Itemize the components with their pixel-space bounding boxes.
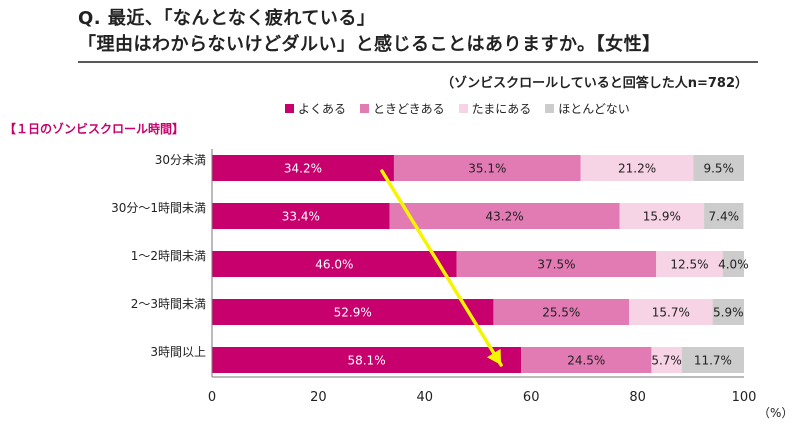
category-label: 3時間以上 bbox=[150, 345, 206, 359]
x-tick-label: 60 bbox=[523, 390, 540, 405]
category-label: 1〜2時間未満 bbox=[131, 249, 206, 263]
data-label: 34.2% bbox=[284, 162, 322, 176]
bar-segment bbox=[389, 203, 620, 229]
bar-segment bbox=[212, 299, 494, 325]
trend-arrow-head bbox=[486, 348, 502, 365]
bar-segment bbox=[651, 347, 682, 373]
bar-segment bbox=[393, 155, 581, 181]
bar-segment bbox=[712, 299, 744, 325]
bar-segment bbox=[704, 203, 744, 229]
x-tick-label: 40 bbox=[417, 390, 434, 405]
data-label: 21.2% bbox=[618, 162, 656, 176]
legend-label: よくある bbox=[298, 102, 347, 116]
data-label: 58.1% bbox=[347, 354, 385, 368]
title-line-2: 「理由はわからないけどダルい」と感じることはありますか。【女性】 bbox=[78, 34, 661, 55]
bar-segment bbox=[493, 299, 630, 325]
trend-arrow bbox=[380, 169, 503, 367]
data-label: 15.9% bbox=[643, 210, 681, 224]
data-label: 12.5% bbox=[670, 258, 708, 272]
chart-title: Q. 最近、「なんとなく疲れている」 「理由はわからないけどダルい」と感じること… bbox=[78, 6, 778, 63]
data-label: 35.1% bbox=[468, 162, 506, 176]
bar-segment bbox=[722, 251, 744, 277]
bar-segment bbox=[681, 347, 744, 373]
x-tick-label: 20 bbox=[310, 390, 327, 405]
legend-item: ときどきある bbox=[360, 100, 445, 117]
legend-swatch bbox=[285, 104, 294, 113]
data-label: 37.5% bbox=[537, 258, 575, 272]
title-line-1: Q. 最近、「なんとなく疲れている」 bbox=[78, 8, 376, 29]
data-label: 24.5% bbox=[567, 354, 605, 368]
data-label: 25.5% bbox=[542, 306, 580, 320]
bar-segment bbox=[693, 155, 744, 181]
bar-segment bbox=[629, 299, 713, 325]
data-label: 9.5% bbox=[703, 162, 734, 176]
legend-item: ほとんどない bbox=[545, 100, 630, 117]
data-label: 15.7% bbox=[652, 306, 690, 320]
data-label: 43.2% bbox=[486, 210, 524, 224]
legend: よくある ときどきある たまにある ほとんどない bbox=[285, 100, 630, 117]
sample-note: （ゾンビスクロールしていると回答した人n=782） bbox=[441, 76, 748, 91]
category-label: 30分未満 bbox=[155, 153, 206, 167]
data-label: 7.4% bbox=[709, 210, 740, 224]
title-underline bbox=[78, 61, 758, 63]
x-axis-unit: （%） bbox=[758, 406, 794, 420]
bar-segment bbox=[656, 251, 723, 277]
data-label: 52.9% bbox=[334, 306, 372, 320]
bar-segment bbox=[619, 203, 705, 229]
data-label: 11.7% bbox=[694, 354, 732, 368]
legend-item: よくある bbox=[285, 100, 346, 117]
bar-segment bbox=[212, 251, 457, 277]
legend-label: ときどきある bbox=[373, 102, 445, 116]
legend-swatch bbox=[458, 104, 468, 113]
legend-swatch bbox=[360, 104, 370, 113]
data-label: 4.0% bbox=[718, 258, 749, 272]
data-label: 5.7% bbox=[651, 354, 682, 368]
bar-segment bbox=[580, 155, 694, 181]
bar-segment bbox=[212, 203, 390, 229]
data-label: 46.0% bbox=[315, 258, 353, 272]
data-label: 5.9% bbox=[713, 306, 744, 320]
bar-segment bbox=[212, 155, 394, 181]
x-tick-label: 80 bbox=[629, 390, 646, 405]
legend-swatch bbox=[545, 104, 555, 113]
category-label: 2〜3時間未満 bbox=[131, 297, 206, 311]
legend-item: たまにある bbox=[458, 100, 532, 117]
bar-segment bbox=[521, 347, 652, 373]
bar-segment bbox=[456, 251, 657, 277]
data-label: 33.4% bbox=[282, 210, 320, 224]
x-tick-label: 100 bbox=[732, 390, 757, 405]
legend-label: ほとんどない bbox=[558, 102, 630, 116]
bar-segment bbox=[212, 347, 522, 373]
x-tick-label: 0 bbox=[208, 390, 216, 405]
y-axis-title: 【１日のゾンビスクロール時間】 bbox=[4, 122, 185, 136]
category-label: 30分〜1時間未満 bbox=[111, 201, 206, 215]
legend-label: たまにある bbox=[471, 102, 532, 116]
